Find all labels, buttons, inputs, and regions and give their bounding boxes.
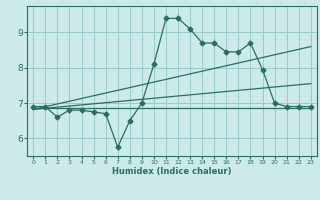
X-axis label: Humidex (Indice chaleur): Humidex (Indice chaleur) — [112, 167, 232, 176]
